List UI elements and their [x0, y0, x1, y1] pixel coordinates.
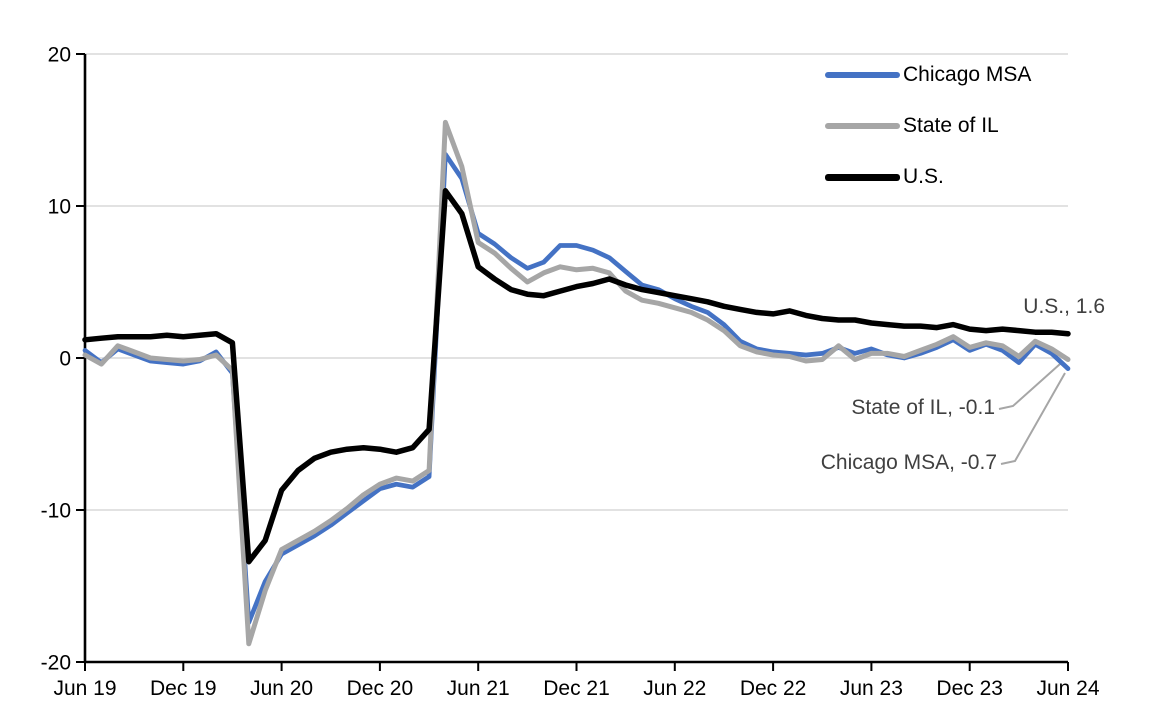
x-tick-label: Jun 19: [53, 677, 116, 700]
annotation-state-of-il-value: State of IL, -0.1: [851, 396, 995, 419]
x-tick-label: Dec 19: [150, 677, 217, 700]
u-s-line: [82, 188, 1071, 565]
leader-line-state-of-il: [998, 363, 1061, 410]
state-of-il-line: [82, 119, 1071, 647]
legend-item-state-of-il: State of IL: [825, 114, 1031, 138]
leader-line-chicago-msa: [1000, 372, 1066, 465]
x-tick-label: Jun 24: [1036, 677, 1099, 700]
x-tick-label: Dec 23: [936, 677, 1003, 700]
x-tick-label: Dec 22: [740, 677, 807, 700]
legend-label-us: U.S.: [903, 165, 944, 188]
legend-item-chicago-msa: Chicago MSA: [825, 63, 1031, 87]
x-tick-label: Jun 21: [447, 677, 510, 700]
annotation-us-value: U.S., 1.6: [1023, 295, 1105, 318]
state-of-il-line-swatch: [825, 123, 900, 129]
annotation-chicago-msa-value: Chicago MSA, -0.7: [820, 451, 997, 474]
x-tick-label: Jun 23: [840, 677, 903, 700]
x-tick-label: Jun 20: [250, 677, 313, 700]
legend-label-state-of-il: State of IL: [903, 114, 999, 137]
us-line-swatch: [825, 173, 900, 181]
legend-label-chicago-msa: Chicago MSA: [903, 63, 1032, 86]
chicago-msa-line-swatch: [825, 72, 900, 78]
y-tick-label: 0: [59, 348, 71, 371]
y-tick-label: 20: [48, 44, 71, 67]
legend: Chicago MSA State of IL U.S.: [825, 63, 1031, 216]
y-tick-label: -10: [41, 500, 71, 523]
y-tick-label: 10: [48, 196, 71, 219]
y-tick-label: -20: [41, 652, 71, 675]
x-tick-label: Dec 20: [347, 677, 414, 700]
x-tick-label: Jun 22: [643, 677, 706, 700]
x-tick-label: Dec 21: [543, 677, 610, 700]
legend-item-us: U.S.: [825, 165, 1031, 189]
